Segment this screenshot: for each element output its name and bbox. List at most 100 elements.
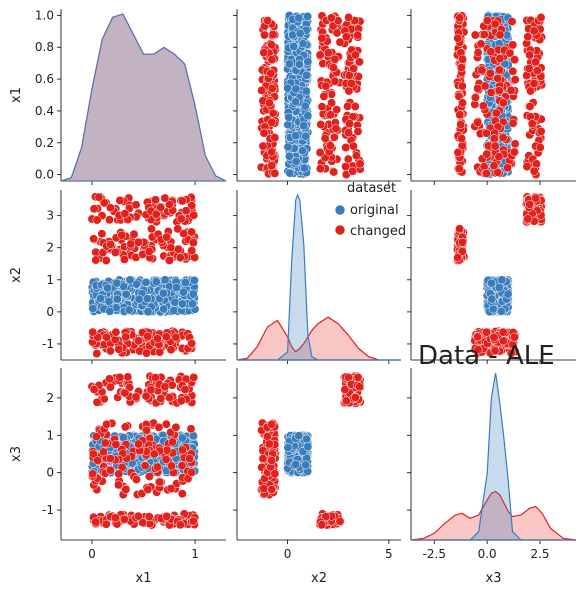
point-original xyxy=(158,288,168,298)
point-changed xyxy=(341,143,351,152)
point-changed xyxy=(164,393,174,402)
point-changed xyxy=(355,382,364,392)
point-changed xyxy=(458,98,467,108)
point-changed xyxy=(510,55,520,65)
point-changed xyxy=(523,214,533,224)
x-axis-label-x2: x2 xyxy=(311,571,327,586)
point-changed xyxy=(529,26,539,36)
point-original xyxy=(302,434,312,444)
point-changed xyxy=(343,154,353,164)
point-changed xyxy=(270,168,280,178)
point-original xyxy=(284,112,294,122)
point-changed xyxy=(146,385,156,395)
point-changed xyxy=(490,141,500,151)
legend-title: dataset xyxy=(347,181,396,196)
point-changed xyxy=(258,454,268,464)
point-changed xyxy=(166,243,176,253)
point-changed xyxy=(185,454,194,464)
point-changed xyxy=(266,68,276,78)
point-changed xyxy=(162,232,172,242)
point-original xyxy=(283,142,293,152)
point-original xyxy=(291,459,301,469)
point-changed xyxy=(456,63,466,73)
point-changed xyxy=(494,86,504,96)
point-changed xyxy=(91,432,101,442)
point-changed xyxy=(267,147,277,157)
point-original xyxy=(103,283,112,293)
panel-x1-x2 xyxy=(233,9,401,185)
point-changed xyxy=(350,393,360,402)
point-changed xyxy=(498,98,508,108)
point-changed xyxy=(345,119,355,129)
point-changed xyxy=(486,47,496,57)
point-changed xyxy=(267,485,277,494)
x-tick-label: 0 xyxy=(88,547,96,561)
point-changed xyxy=(257,85,267,95)
point-changed xyxy=(102,332,112,342)
point-original xyxy=(285,59,294,69)
point-changed xyxy=(259,484,269,494)
point-changed xyxy=(120,422,130,432)
point-changed xyxy=(344,86,354,96)
point-changed xyxy=(270,469,280,479)
point-changed xyxy=(529,78,539,88)
point-changed xyxy=(187,227,197,237)
point-changed xyxy=(181,206,191,216)
point-changed xyxy=(350,50,360,60)
point-changed xyxy=(480,81,490,91)
point-changed xyxy=(258,141,268,151)
point-changed xyxy=(315,164,325,174)
point-changed xyxy=(319,91,329,101)
point-changed xyxy=(482,327,491,337)
point-changed xyxy=(165,255,174,265)
point-changed xyxy=(144,246,154,256)
point-changed xyxy=(503,163,513,173)
point-changed xyxy=(473,48,483,58)
point-original xyxy=(299,163,309,173)
point-changed xyxy=(470,93,480,102)
point-original xyxy=(121,289,131,299)
y-tick-label: 0 xyxy=(46,466,54,480)
point-changed xyxy=(527,119,537,129)
point-changed xyxy=(97,229,107,239)
point-changed xyxy=(486,88,496,97)
point-changed xyxy=(329,63,338,73)
point-original xyxy=(303,57,313,67)
point-changed xyxy=(268,30,278,40)
point-changed xyxy=(267,83,277,93)
point-changed xyxy=(142,425,151,435)
y-tick-label: 1 xyxy=(46,428,54,442)
point-changed xyxy=(119,254,129,264)
y-axis-label-x1: x1 xyxy=(9,87,24,103)
point-changed xyxy=(260,30,269,40)
point-changed xyxy=(531,57,541,67)
y-tick-label: 0.8 xyxy=(35,40,54,54)
kde-changed xyxy=(236,316,401,361)
point-changed xyxy=(102,419,112,429)
x-tick-label: 2.5 xyxy=(530,547,549,561)
point-changed xyxy=(140,461,150,471)
chart-title: Data - ALE xyxy=(418,341,555,371)
point-changed xyxy=(92,349,102,359)
point-changed xyxy=(160,382,170,392)
point-changed xyxy=(120,209,130,219)
point-changed xyxy=(529,166,539,176)
point-original xyxy=(294,59,304,69)
point-changed xyxy=(454,164,464,174)
point-original xyxy=(298,146,308,156)
point-changed xyxy=(177,196,187,206)
point-changed xyxy=(187,246,197,256)
point-changed xyxy=(332,28,342,38)
point-changed xyxy=(353,372,363,382)
point-original xyxy=(124,305,134,315)
point-changed xyxy=(482,16,492,26)
point-changed xyxy=(115,372,125,382)
point-changed xyxy=(155,477,165,487)
point-original xyxy=(143,307,153,317)
point-changed xyxy=(143,485,153,494)
point-changed xyxy=(349,64,359,73)
y-axis-label-x2: x2 xyxy=(9,267,24,283)
point-changed xyxy=(93,456,103,465)
